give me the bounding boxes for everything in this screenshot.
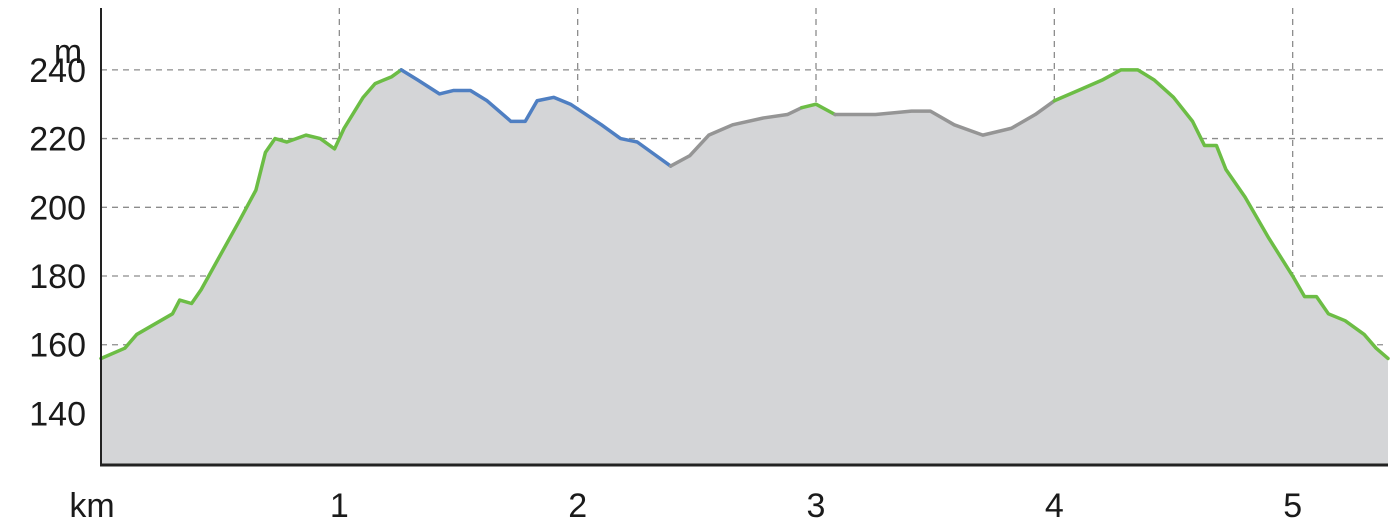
y-tick-label: 160 (29, 327, 86, 365)
y-axis-unit-label: m (54, 33, 82, 71)
profile-segment-5 (833, 99, 1057, 137)
y-tick-label: 200 (29, 189, 86, 227)
profile-segment-3 (668, 105, 804, 168)
x-tick-label: 1 (330, 487, 349, 522)
x-tick-label: 4 (1045, 487, 1064, 522)
y-tick-label: 180 (29, 258, 86, 296)
profile-segment-1 (99, 68, 404, 361)
y-tick-label: 220 (29, 121, 86, 159)
x-tick-label: 5 (1283, 487, 1302, 522)
profile-segment-2 (399, 68, 673, 168)
y-tick-label: 140 (29, 395, 86, 433)
elevation-area-fill (101, 69, 1388, 466)
y-tick-labels: 140 160 180 200 220 240 (29, 52, 86, 434)
x-axis-unit-label: km (69, 487, 114, 522)
y-tick-label: 240 (29, 52, 86, 90)
profile-segment-6 (1052, 68, 1390, 361)
x-tick-label: 2 (568, 487, 587, 522)
profile-segment-4 (799, 102, 837, 117)
elevation-profile-lines (99, 68, 1390, 361)
x-tick-labels: 1 2 3 4 5 (330, 487, 1302, 522)
x-tick-label: 3 (807, 487, 826, 522)
